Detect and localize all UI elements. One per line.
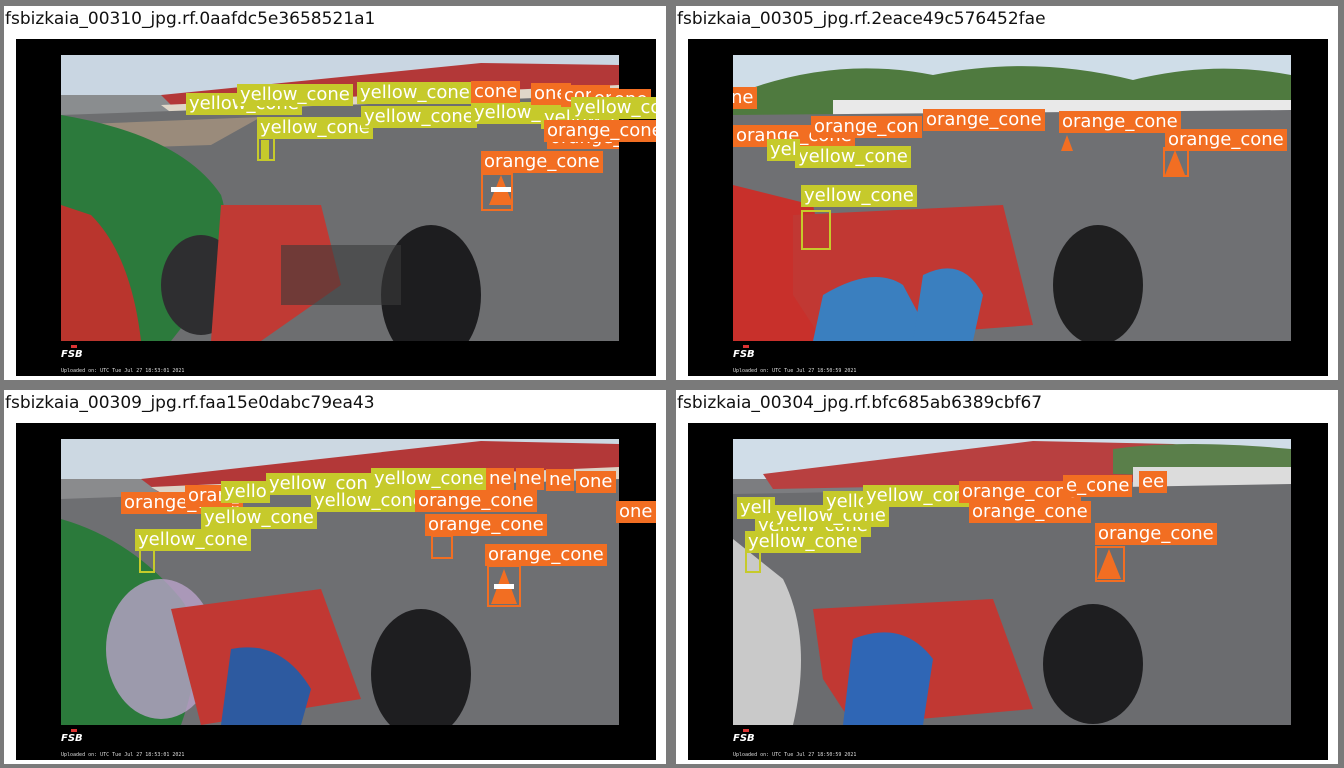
image-panel-3: fsbizkaia_00309_jpg.rf.faa15e0dabc79ea43… xyxy=(4,390,666,764)
box-label: yello xyxy=(823,491,872,513)
orange-cone-box xyxy=(481,173,513,211)
box-label: oran xyxy=(185,485,232,507)
box-label: one xyxy=(576,471,616,493)
svg-text:FSB: FSB xyxy=(733,349,755,359)
photo: yellow_cone yellow_cone yellow_cone yell… xyxy=(61,55,619,341)
yellow-cone-box xyxy=(745,551,761,573)
box-label: yellow_con xyxy=(266,473,371,495)
svg-text:FSB: FSB xyxy=(61,349,83,359)
box-label: yellow_cone xyxy=(257,117,373,139)
box-label: orange_cone xyxy=(415,490,537,512)
photo: orange_cone oran yello yellow_con yellow… xyxy=(61,439,619,725)
box-label: orange_cone xyxy=(923,109,1045,131)
image-panel-1: fsbizkaia_00310_jpg.rf.0aafdc5e3658521a1 xyxy=(4,6,666,380)
fsb-logo: FSB xyxy=(61,729,83,743)
box-label: yellow_cone xyxy=(863,485,979,507)
upload-timestamp: Uploaded on: UTC Tue Jul 27 18:50:59 202… xyxy=(733,368,857,374)
box-label: yellow_cone xyxy=(571,97,656,119)
box-label: ne xyxy=(546,469,575,491)
orange-cone-box xyxy=(487,565,521,607)
fsb-logo: FSB xyxy=(61,345,83,359)
orange-cone-box xyxy=(431,535,453,559)
box-label: yellow_cone xyxy=(371,468,487,490)
box-label: orange_cone xyxy=(959,481,1081,503)
svg-text:FSB: FSB xyxy=(733,733,755,743)
box-label: yellow_cone xyxy=(135,529,251,551)
box-label: yellow_cone xyxy=(745,531,861,553)
box-label: yellow_cone xyxy=(801,185,917,207)
box-label: one xyxy=(531,83,571,105)
box-label: orange_cone xyxy=(969,501,1091,523)
image-panel-2: fsbizkaia_00305_jpg.rf.2eace49c576452fae… xyxy=(676,6,1338,380)
box-label: orange_cone xyxy=(485,544,607,566)
fsb-logo: FSB xyxy=(733,729,755,743)
box-label: ne xyxy=(486,468,515,490)
fsb-logo: FSB xyxy=(733,345,755,359)
box-label: ee xyxy=(1139,471,1168,493)
image-filename: fsbizkaia_00304_jpg.rf.bfc685ab6389cbf67 xyxy=(677,393,1043,413)
box-label: e_cone xyxy=(1063,475,1133,497)
image-panel-4: fsbizkaia_00304_jpg.rf.bfc685ab6389cbf67… xyxy=(676,390,1338,764)
box-label: orange_cone xyxy=(1059,111,1181,133)
box-label: orange_cone xyxy=(425,514,547,536)
box-label: yellow_cone xyxy=(357,82,473,104)
upload-timestamp: Uploaded on: UTC Tue Jul 27 18:50:59 202… xyxy=(733,752,857,758)
yellow-cone-box xyxy=(139,549,155,573)
box-label: orange_cone xyxy=(481,151,603,173)
upload-timestamp: Uploaded on: UTC Tue Jul 27 18:53:01 202… xyxy=(61,752,185,758)
image-frame: yell yellow_cone yellow_cone yello yello… xyxy=(688,423,1328,760)
svg-text:FSB: FSB xyxy=(61,733,83,743)
image-filename: fsbizkaia_00309_jpg.rf.faa15e0dabc79ea43 xyxy=(5,393,375,413)
box-label: orange_con xyxy=(811,116,922,138)
box-label: yel xyxy=(767,139,800,161)
box-label: yell xyxy=(737,497,775,519)
box-label: one xyxy=(733,87,757,109)
box-label: yellow_cone xyxy=(311,490,427,512)
image-frame: yellow_cone yellow_cone yellow_cone yell… xyxy=(16,39,656,376)
orange-cone-box xyxy=(1095,546,1125,582)
box-label: orange_cone xyxy=(1165,129,1287,151)
photo: yell yellow_cone yellow_cone yello yello… xyxy=(733,439,1291,725)
image-frame: orange_cone oran yello yellow_con yellow… xyxy=(16,423,656,760)
upload-timestamp: Uploaded on: UTC Tue Jul 27 18:53:01 202… xyxy=(61,368,185,374)
photo: orange_cone orange_con orange_cone orang… xyxy=(733,55,1291,341)
image-filename: fsbizkaia_00305_jpg.rf.2eace49c576452fae xyxy=(677,9,1046,29)
image-filename: fsbizkaia_00310_jpg.rf.0aafdc5e3658521a1 xyxy=(5,9,376,29)
box-label: one xyxy=(616,501,656,523)
orange-cone-box xyxy=(1163,147,1189,177)
yellow-cone-box xyxy=(801,210,831,250)
box-label: yellow_cone xyxy=(201,507,317,529)
box-label: yellow_cone xyxy=(795,146,911,168)
box-label: yello xyxy=(221,481,270,503)
box-label: yellow_cone xyxy=(361,106,477,128)
box-label: ne xyxy=(516,468,545,490)
image-frame: orange_cone orange_con orange_cone orang… xyxy=(688,39,1328,376)
box-label: cone xyxy=(471,81,521,103)
box-label: yellow_cone xyxy=(237,84,353,106)
box-label: orange_cone xyxy=(1095,523,1217,545)
box-label: orange_cone xyxy=(544,120,656,142)
